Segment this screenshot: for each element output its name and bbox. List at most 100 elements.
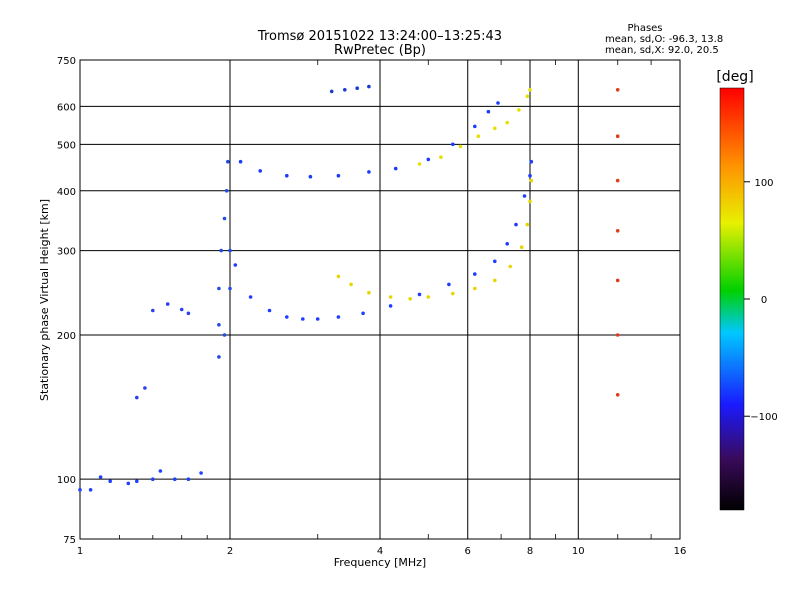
data-point	[388, 295, 393, 299]
x-tick-label: 8	[527, 546, 533, 557]
y-tick-label: 400	[57, 187, 76, 198]
data-point	[473, 272, 477, 276]
y-tick-label: 750	[57, 56, 76, 67]
data-point	[179, 307, 184, 312]
y-tick-label: 600	[57, 102, 76, 113]
data-point	[367, 290, 371, 295]
data-point	[451, 142, 455, 147]
y-axis-label: Stationary phase Virtual Height [km]	[38, 199, 51, 401]
data-point	[615, 134, 620, 138]
data-point	[615, 229, 620, 233]
data-point	[493, 126, 497, 131]
data-point	[98, 475, 103, 479]
data-point	[615, 88, 620, 92]
data-point	[329, 89, 334, 94]
data-point	[528, 173, 532, 178]
data-point	[473, 286, 477, 291]
data-point	[476, 134, 481, 138]
data-point	[219, 248, 223, 253]
data-point	[417, 162, 422, 166]
data-point	[108, 479, 112, 484]
data-point	[315, 317, 320, 321]
data-point	[519, 245, 524, 249]
data-point	[493, 278, 497, 283]
x-tick-label: 1	[77, 546, 83, 557]
data-point	[258, 169, 263, 173]
data-point	[451, 291, 455, 296]
data-point	[226, 159, 230, 164]
data-point	[222, 216, 227, 221]
data-point	[528, 88, 532, 92]
x-axis-label: Frequency [MHz]	[334, 556, 426, 569]
data-point	[522, 194, 527, 198]
y-tick-label: 500	[57, 140, 76, 151]
y-axis-ticks: 75 100 200 300 400 500 600 750	[57, 56, 76, 546]
y-tick-label: 300	[57, 247, 76, 258]
data-point	[355, 86, 360, 90]
data-point	[615, 393, 620, 397]
data-point	[336, 315, 341, 319]
colorbar-tick-label: 0	[761, 295, 767, 306]
data-point	[525, 222, 530, 227]
data-point	[529, 178, 534, 183]
data-point	[439, 155, 443, 159]
chart-title: Tromsø 20151022 13:24:00–13:25:43	[257, 29, 502, 44]
data-point	[408, 297, 413, 301]
data-point	[361, 311, 365, 316]
grid-lines	[80, 60, 680, 539]
data-point	[493, 259, 497, 264]
data-point	[615, 278, 620, 283]
data-point	[505, 120, 510, 125]
data-point	[217, 323, 221, 327]
data-point	[135, 479, 139, 484]
data-point	[458, 144, 463, 149]
data-point	[529, 159, 534, 164]
x-tick-label: 2	[227, 546, 233, 557]
data-point	[336, 173, 341, 178]
data-point	[135, 395, 139, 400]
y-tick-label: 100	[57, 475, 76, 486]
phases-heading: Phases	[627, 23, 662, 34]
data-point	[186, 477, 191, 482]
phases-o-stats: mean, sd,O: -96.3, 13.8	[605, 34, 723, 45]
data-point	[126, 481, 131, 486]
colorbar-unit: [deg]	[716, 69, 753, 85]
data-point	[228, 286, 232, 291]
data-point	[173, 477, 177, 482]
data-point	[388, 304, 393, 308]
colorbar-tick-label: −100	[750, 412, 777, 423]
data-point	[496, 101, 500, 105]
data-point	[301, 317, 305, 321]
data-point	[199, 471, 203, 475]
data-point	[393, 166, 398, 171]
colorbar	[719, 87, 745, 511]
x-tick-label: 6	[465, 546, 471, 557]
data-point	[367, 170, 371, 174]
data-point	[367, 84, 371, 89]
data-point	[228, 248, 232, 253]
data-point	[336, 274, 341, 279]
data-point	[285, 173, 289, 178]
x-axis-ticks: 1 2 4 6 8 10 16	[77, 60, 687, 557]
data-point	[525, 94, 530, 99]
data-point	[233, 263, 238, 267]
x-tick-label: 10	[572, 546, 585, 557]
data-point	[151, 308, 155, 313]
y-tick-label: 200	[57, 331, 76, 342]
data-point	[151, 477, 155, 482]
data-point	[78, 488, 82, 492]
data-point	[517, 108, 521, 112]
data-point	[143, 386, 147, 390]
data-point	[222, 333, 227, 337]
data-points	[78, 84, 620, 492]
colorbar-ticks: 100 0 −100	[744, 178, 778, 423]
data-point	[267, 308, 272, 313]
data-point	[224, 189, 229, 193]
data-point	[426, 295, 431, 299]
data-point	[343, 88, 347, 92]
data-point	[505, 242, 510, 246]
data-point	[349, 282, 353, 287]
data-point	[217, 355, 221, 359]
x-tick-label: 16	[674, 546, 687, 557]
data-point	[615, 178, 620, 183]
